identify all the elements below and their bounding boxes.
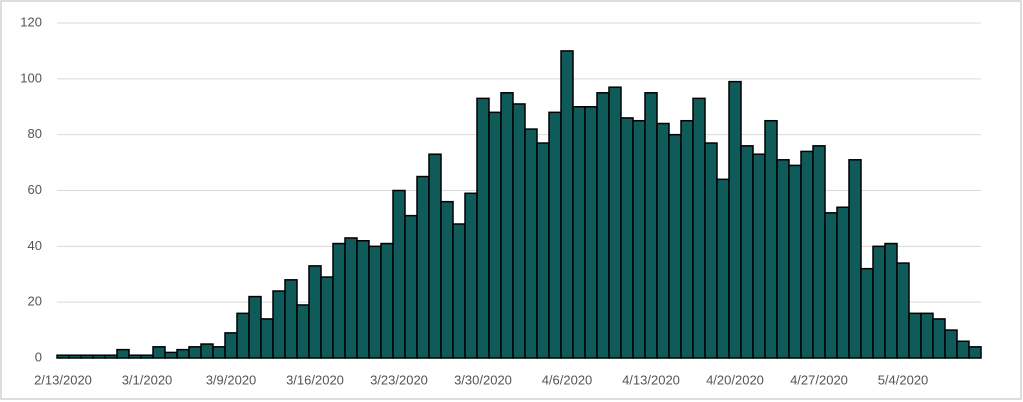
bar bbox=[188, 346, 202, 359]
bar bbox=[848, 159, 862, 359]
bar bbox=[404, 214, 418, 359]
bar bbox=[776, 159, 790, 359]
y-tick-label: 100 bbox=[20, 70, 42, 85]
bar bbox=[392, 189, 406, 359]
bar bbox=[812, 145, 826, 359]
bar bbox=[908, 312, 922, 359]
bar bbox=[596, 92, 610, 359]
x-tick-label: 3/9/2020 bbox=[206, 372, 257, 387]
bar bbox=[488, 111, 502, 359]
bar bbox=[920, 312, 934, 359]
bar bbox=[728, 80, 742, 359]
y-tick-label: 40 bbox=[28, 238, 42, 253]
bar bbox=[452, 223, 466, 359]
bar bbox=[200, 343, 214, 359]
bar bbox=[284, 279, 298, 359]
bar bbox=[368, 245, 382, 359]
bar bbox=[344, 237, 358, 359]
bar bbox=[260, 318, 274, 359]
x-tick-label: 3/16/2020 bbox=[286, 372, 344, 387]
x-tick-label: 4/13/2020 bbox=[622, 372, 680, 387]
bar bbox=[272, 290, 286, 359]
x-tick-label: 4/6/2020 bbox=[542, 372, 593, 387]
bar bbox=[176, 348, 190, 359]
bar bbox=[764, 119, 778, 359]
bar bbox=[128, 354, 142, 359]
bar bbox=[740, 145, 754, 359]
bar bbox=[656, 122, 670, 359]
bar bbox=[896, 262, 910, 359]
bar bbox=[692, 97, 706, 359]
bar bbox=[620, 117, 634, 359]
bar bbox=[308, 265, 322, 359]
bar bbox=[800, 150, 814, 359]
bar bbox=[524, 128, 538, 359]
bar bbox=[212, 346, 226, 359]
y-tick-label: 80 bbox=[28, 126, 42, 141]
bar bbox=[608, 86, 622, 359]
bar bbox=[380, 242, 394, 359]
x-tick-label: 4/20/2020 bbox=[706, 372, 764, 387]
x-tick-label: 3/30/2020 bbox=[454, 372, 512, 387]
bar bbox=[428, 153, 442, 359]
bar bbox=[704, 142, 718, 359]
x-tick-label: 4/27/2020 bbox=[790, 372, 848, 387]
x-tick-label: 3/23/2020 bbox=[370, 372, 428, 387]
bar bbox=[500, 92, 514, 359]
bar bbox=[944, 329, 958, 359]
bar bbox=[92, 354, 106, 359]
bar bbox=[644, 92, 658, 359]
bar bbox=[296, 304, 310, 359]
bar bbox=[536, 142, 550, 359]
bar bbox=[560, 50, 574, 359]
bar bbox=[332, 242, 346, 359]
bar bbox=[716, 178, 730, 359]
bar bbox=[884, 242, 898, 359]
bar bbox=[224, 332, 238, 359]
bar bbox=[572, 106, 586, 359]
bar bbox=[116, 348, 130, 359]
bar bbox=[632, 119, 646, 359]
bar bbox=[752, 153, 766, 359]
bar bbox=[416, 175, 430, 359]
bar bbox=[320, 276, 334, 359]
bar bbox=[956, 340, 970, 359]
bar bbox=[80, 354, 94, 359]
bar bbox=[668, 133, 682, 359]
bar bbox=[548, 111, 562, 359]
bar bbox=[56, 354, 70, 359]
bar bbox=[140, 354, 154, 359]
bar bbox=[104, 354, 118, 359]
bar bbox=[152, 346, 166, 359]
x-tick-label: 5/4/2020 bbox=[878, 372, 929, 387]
bar bbox=[440, 200, 454, 359]
bar bbox=[788, 164, 802, 359]
bar bbox=[164, 351, 178, 359]
x-tick-label: 2/13/2020 bbox=[34, 372, 92, 387]
bar bbox=[860, 267, 874, 359]
y-tick-label: 0 bbox=[35, 349, 42, 364]
bar bbox=[356, 240, 370, 359]
bar bbox=[248, 295, 262, 359]
bar bbox=[68, 354, 82, 359]
bar bbox=[236, 312, 250, 359]
bar bbox=[512, 103, 526, 359]
bar bbox=[824, 212, 838, 359]
y-tick-label: 60 bbox=[28, 182, 42, 197]
bar bbox=[680, 119, 694, 359]
y-tick-label: 20 bbox=[28, 294, 42, 309]
bar bbox=[968, 346, 982, 359]
bar bbox=[464, 192, 478, 359]
bar bbox=[872, 245, 886, 359]
bar bbox=[476, 97, 490, 359]
bar bbox=[932, 318, 946, 359]
y-tick-label: 120 bbox=[20, 14, 42, 29]
bar bbox=[584, 106, 598, 359]
x-tick-label: 3/1/2020 bbox=[122, 372, 173, 387]
bar bbox=[836, 206, 850, 359]
